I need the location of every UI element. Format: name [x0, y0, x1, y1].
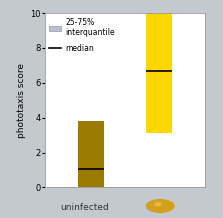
Bar [146, 13, 172, 133]
Y-axis label: phototaxis score: phototaxis score [17, 63, 26, 138]
Text: uninfected: uninfected [60, 203, 109, 212]
Bar [78, 121, 104, 187]
Legend: 25-75%
interquantile, median: 25-75% interquantile, median [47, 15, 117, 55]
